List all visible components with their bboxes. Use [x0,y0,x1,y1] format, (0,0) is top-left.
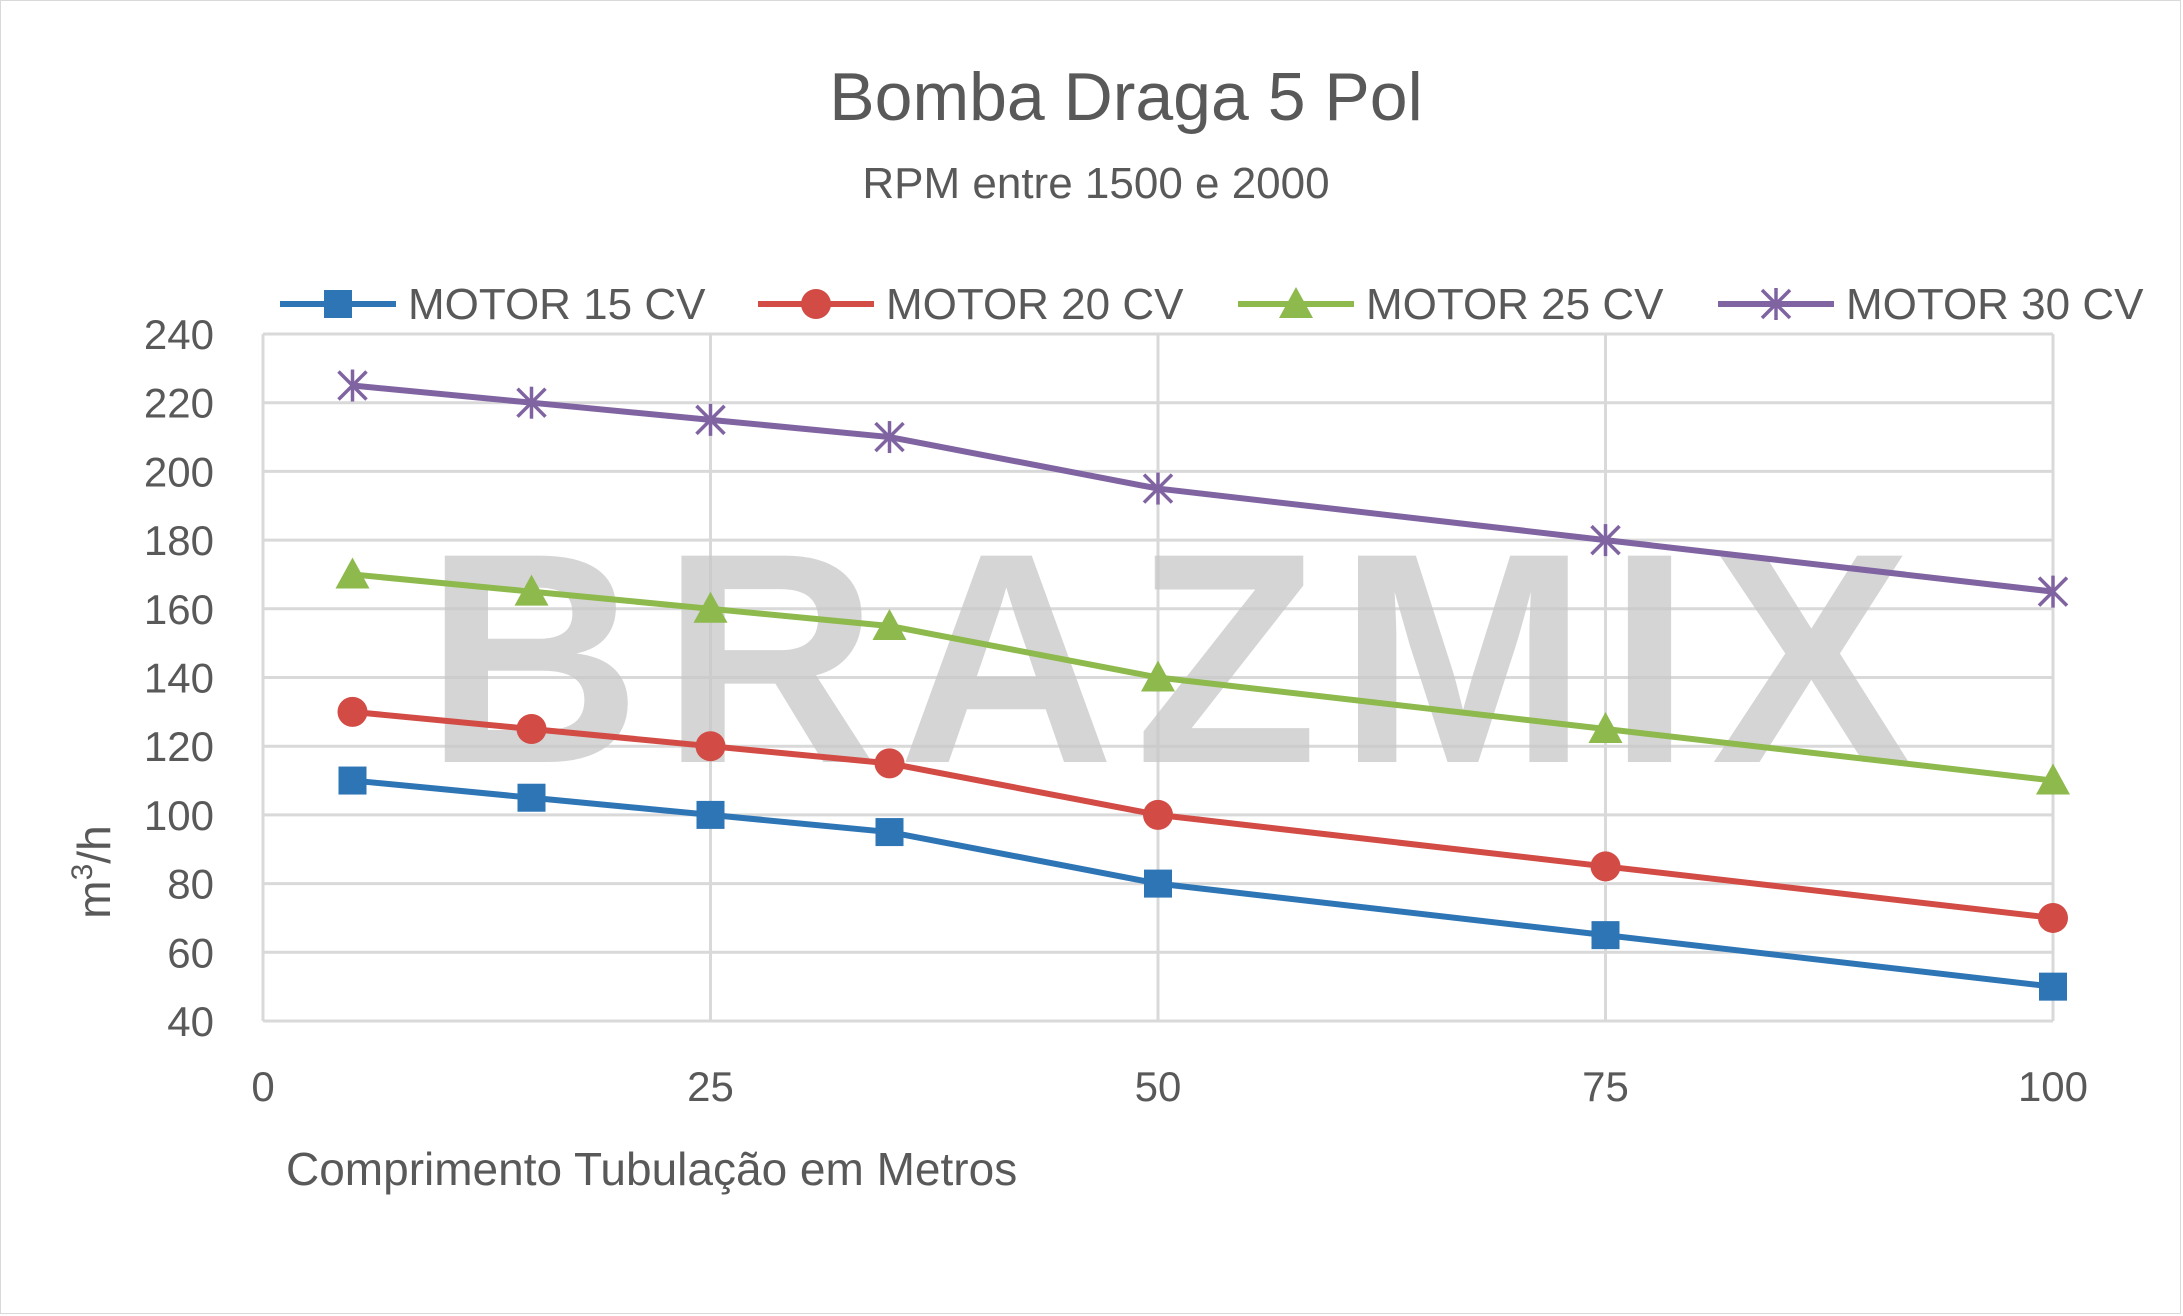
data-point [2039,972,2067,1001]
data-point [338,766,367,795]
legend-marker [324,290,352,318]
data-point [695,403,726,436]
data-point [1143,799,1173,830]
y-tick-label: 60 [167,929,214,976]
data-point [517,783,546,812]
data-point [1590,851,1621,882]
legend-item: MOTOR 30 CV [1718,280,2144,329]
y-tick-label: 80 [167,861,214,908]
legend-label: MOTOR 15 CV [408,280,706,329]
series-4 [337,369,2069,608]
legend-marker [801,289,831,319]
series-1 [338,766,2067,1001]
y-axis-title-base: m [68,880,120,918]
legend-label: MOTOR 25 CV [1366,280,1664,329]
y-tick-label: 180 [144,517,214,564]
y-tick-label: 200 [144,448,214,495]
y-tick-label: 40 [167,998,214,1045]
x-tick-label: 50 [1135,1063,1182,1110]
data-point [1590,524,1621,557]
data-point [874,748,905,779]
x-axis-title: Comprimento Tubulação em Metros [286,1143,1017,1195]
y-axis-title-tail: /h [68,825,120,863]
data-point [874,421,905,454]
y-tick-label: 160 [144,586,214,633]
grid-lines [261,332,2055,1023]
data-point [335,557,370,589]
data-point [1591,921,1620,950]
legend-item: MOTOR 20 CV [758,280,1184,329]
legend-label: MOTOR 20 CV [886,280,1184,329]
watermark-text: BRAZMIX [425,490,1932,826]
x-tick-label: 75 [1582,1063,1629,1110]
y-tick-label: 120 [144,723,214,770]
y-tick-label: 140 [144,655,214,702]
data-point [337,369,368,402]
data-point [693,591,728,623]
legend: MOTOR 15 CV MOTOR 20 CV MOTOR 25 CV MOTOR 3… [280,280,2144,329]
data-point [337,696,368,727]
data-point [1588,712,1623,744]
y-tick-label: 220 [144,380,214,427]
chart-subtitle: RPM entre 1500 e 2000 [862,159,1329,208]
x-tick-label: 100 [2018,1063,2088,1110]
x-tick-label: 25 [687,1063,734,1110]
y-tick-label: 100 [144,792,214,839]
data-point [695,731,726,762]
data-point [1142,472,1174,505]
y-tick-label: 240 [144,311,214,358]
data-point [2036,763,2070,795]
data-point [2037,575,2069,608]
series-2 [337,696,2068,933]
axis-ticks: 40 60 80 100 120 140 160 180 200 220 240 0 25 50 75 100 [144,311,2088,1110]
legend-marker [1760,288,1792,320]
legend-item: MOTOR 25 CV [1238,280,1664,329]
series-3 [335,557,2070,795]
y-axis-title-sup: 3 [66,864,99,881]
x-tick-label: 0 [251,1063,274,1110]
data-point [696,800,725,829]
series-layer [335,369,2070,1001]
data-point [516,714,547,745]
data-point [1144,869,1172,898]
legend-marker [1279,287,1313,318]
data-point [1141,660,1175,692]
legend-label: MOTOR 30 CV [1846,280,2144,329]
data-point [872,608,907,640]
data-point [516,386,547,419]
legend-item: MOTOR 15 CV [280,280,706,329]
chart-title: Bomba Draga 5 Pol [829,59,1422,135]
data-point [2038,902,2068,933]
data-point [875,818,904,847]
data-point [514,574,549,606]
y-axis-title: m3/h [66,825,120,918]
